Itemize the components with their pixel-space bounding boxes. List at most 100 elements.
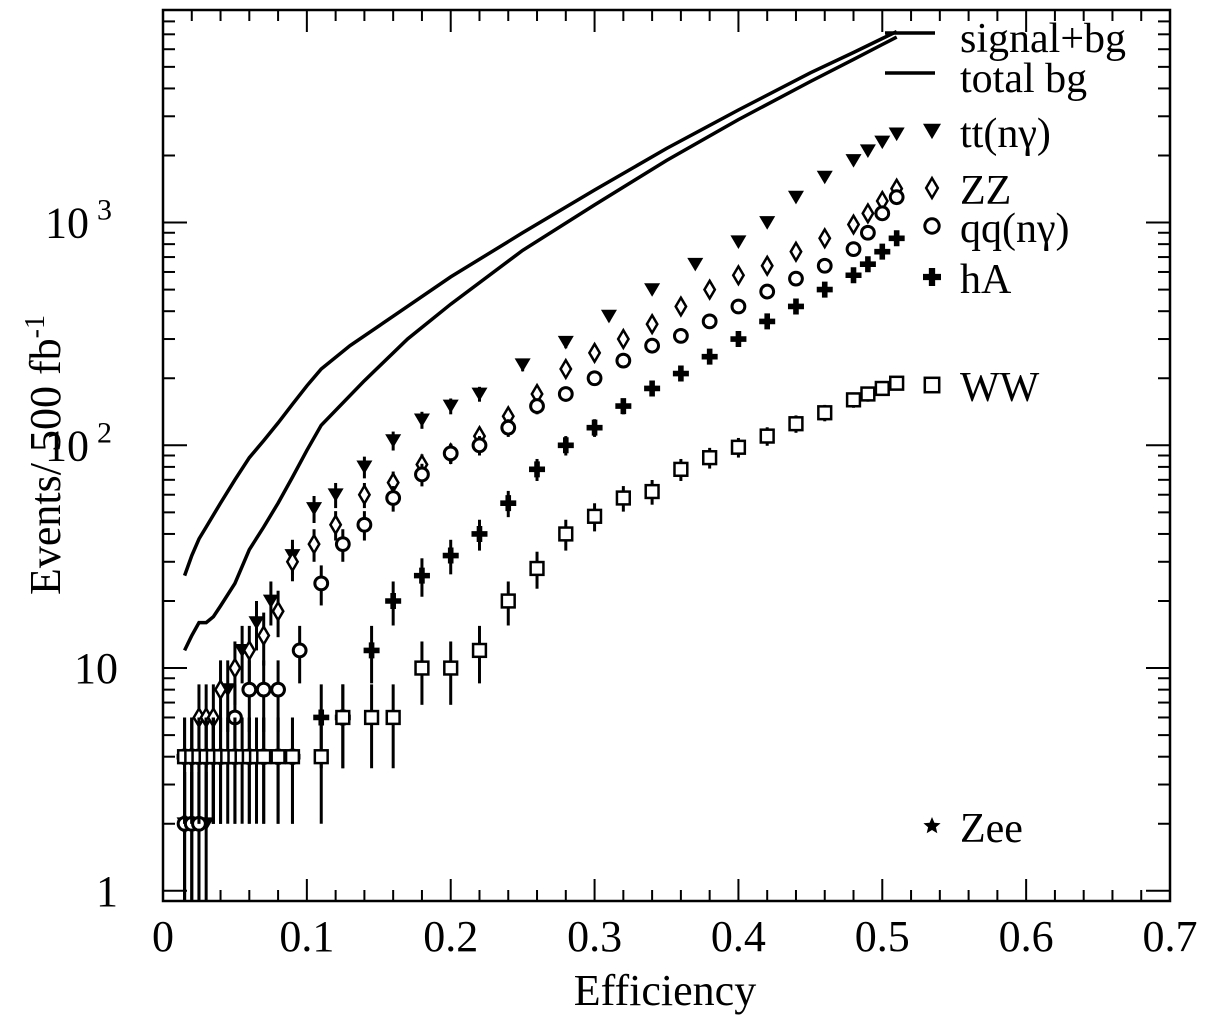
marker-circle [860,224,876,241]
marker-triangle-down [759,216,776,230]
marker-diamond [760,254,774,277]
marker-circle [291,642,308,659]
x-tick-label: 0.3 [567,912,622,961]
marker-square [730,439,747,455]
marker-circle [701,313,718,330]
marker-square [256,749,272,765]
marker-triangle-down [923,123,941,140]
marker-circle [816,257,833,274]
marker-circle [888,189,905,206]
marker-square [615,490,631,506]
legend-item: signal+bg [885,16,1126,62]
marker-diamond [228,656,242,680]
marker-diamond [285,550,300,574]
marker-square [923,376,941,394]
marker-circle [255,681,272,698]
marker-triangle-down [262,594,279,609]
marker-triangle-down [248,616,265,630]
y-tick-label-base: 10 [74,644,118,693]
marker-cross [787,298,804,315]
marker-square [385,709,401,726]
marker-square [335,709,351,726]
legend-label: signal+bg [960,16,1126,62]
marker-diamond [846,213,861,236]
marker-square [558,526,574,542]
legend-label: total bg [960,56,1087,102]
x-axis: 0 0.1 0.2 0.3 0.4 0.5 0.6 0.7 [152,10,1198,961]
marker-diamond [213,678,228,701]
marker-triangle-down [327,488,344,502]
marker-cross [923,268,941,286]
marker-cross [442,547,459,564]
legend-label: WW [960,365,1040,411]
curves [182,30,898,652]
marker-square [889,375,905,391]
marker-triangle-down [557,335,574,350]
x-tick-label: 0.1 [279,912,334,961]
marker-circle [644,337,661,354]
marker-cross [816,281,833,298]
marker-triangle-down [888,127,905,142]
marker-cross [615,398,632,415]
marker-square [471,642,488,659]
marker-cross [385,593,402,610]
curve-total-bg [183,35,898,652]
marker-diamond [674,295,688,318]
marker-circle [529,398,545,414]
marker-circle [356,516,373,533]
marker-square [270,749,286,765]
marker-circle [923,217,941,235]
marker-circle [615,352,632,369]
marker-triangle-down [644,283,661,297]
marker-circle [471,437,488,454]
y-tick-label-base: 10 [45,421,89,470]
marker-circle [730,298,747,315]
marker-triangle-down [600,309,617,324]
marker-diamond [731,263,746,287]
marker-triangle-down [356,460,373,475]
marker-diamond [818,227,832,250]
marker-cross [845,267,862,284]
marker-circle [313,575,330,592]
marker-cross [888,230,905,247]
legend-item: ZZ [924,168,1011,214]
marker-triangle-down [730,235,747,249]
legend-label: ZZ [960,168,1011,214]
x-tick-label: 0 [152,912,174,961]
marker-square [788,416,804,432]
x-tick-label: 0.7 [1143,912,1198,961]
legend-item: Zee [923,806,1023,852]
marker-circle [241,681,258,698]
x-axis-label: Efficiency [574,966,756,1015]
marker-cross [363,642,380,659]
marker-triangle-down [471,387,488,402]
marker-diamond [242,639,256,662]
marker-circle [442,445,459,462]
marker-cross [730,331,747,348]
marker-square [500,593,516,609]
marker-cross [500,495,517,512]
marker-triangle-down [306,502,323,516]
marker-cross [529,461,546,478]
marker-diamond [357,483,372,506]
legend-item: WW [923,365,1040,411]
y-tick-label: 10 3 [45,194,112,248]
legend-item: total bg [885,56,1087,102]
marker-triangle-down [687,257,704,272]
series-qq-n- [176,189,905,901]
marker-square [586,508,603,524]
data-points [176,127,905,901]
legend-label: qq(nγ) [960,206,1070,252]
y-axis-label-exponent: -1 [20,315,51,338]
legend-item: tt(nγ) [923,111,1051,157]
marker-square [284,749,301,765]
series-ww [176,375,905,824]
marker-cross [859,256,876,273]
legend-label: tt(nγ) [960,111,1051,157]
y-tick-label-exponent: 3 [97,194,112,227]
marker-diamond [924,175,940,201]
x-tick-label: 0.6 [999,912,1054,961]
marker-diamond [328,513,343,536]
